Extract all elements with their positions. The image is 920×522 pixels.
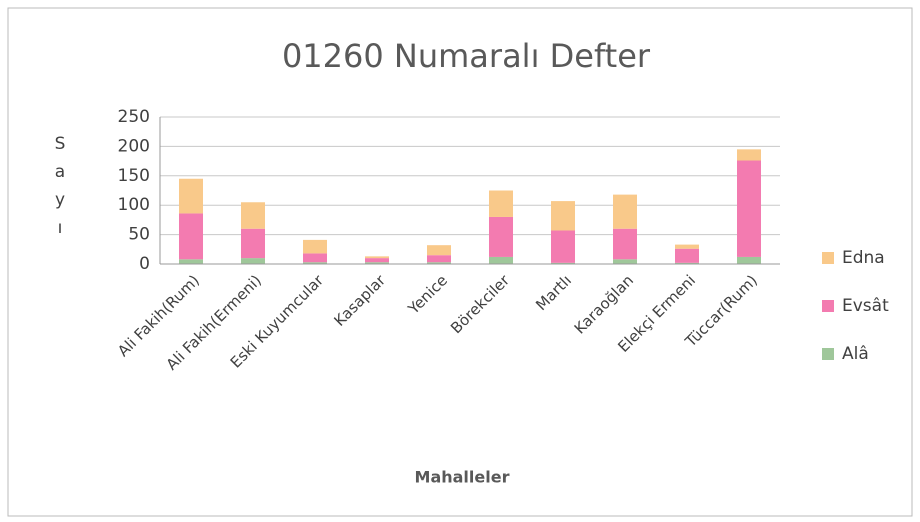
bar-segment <box>551 262 575 264</box>
bar-segment <box>241 202 265 229</box>
y-tick-label: 100 <box>118 195 150 215</box>
chart-title: 01260 Numaralı Defter <box>282 37 651 75</box>
legend-swatch <box>822 348 834 360</box>
bar-segment <box>241 228 265 259</box>
bar-segment <box>179 178 203 214</box>
legend-swatch <box>822 252 834 264</box>
bar-segment <box>489 216 513 257</box>
bar-segment <box>303 239 327 254</box>
x-tick-label: Börekciler <box>447 271 513 337</box>
bar-segment <box>551 230 575 263</box>
y-axis-title: Sayı <box>50 134 70 246</box>
bar-segment <box>365 262 389 264</box>
y-tick-label: 200 <box>118 136 150 156</box>
bar-segment <box>551 201 575 231</box>
bar-segment <box>675 244 699 249</box>
x-tick-label: Martlı <box>532 271 575 314</box>
bar-segment <box>613 194 637 229</box>
bar-segment <box>241 258 265 264</box>
y-tick-label: 150 <box>118 166 150 186</box>
legend-label: Edna <box>842 248 885 268</box>
x-tick-label: Karaoğlan <box>571 271 637 337</box>
legend-label: Alâ <box>842 344 869 364</box>
bar-segment <box>365 258 389 263</box>
bar-segment <box>737 256 761 264</box>
y-tick-label: 0 <box>139 254 150 274</box>
bar-segment <box>613 228 637 260</box>
bar-segment <box>737 149 761 161</box>
bar-segment <box>427 255 451 263</box>
bar-segment <box>179 259 203 264</box>
x-tick-label: Yenice <box>404 271 451 318</box>
bar-segment <box>179 213 203 260</box>
bar-segment <box>303 262 327 264</box>
legend-swatch <box>822 300 834 312</box>
bar-segment <box>303 253 327 263</box>
x-axis-title: Mahalleler <box>415 468 510 487</box>
bar-segment <box>427 262 451 264</box>
y-tick-label: 50 <box>128 225 150 245</box>
bar-segment <box>675 248 699 263</box>
y-tick-label: 250 <box>118 107 150 127</box>
bar-segment <box>737 160 761 257</box>
bar-segment <box>675 262 699 264</box>
bar-segment <box>365 256 389 259</box>
bar-segment <box>489 256 513 264</box>
chart-frame <box>7 7 913 517</box>
bar-segment <box>427 245 451 256</box>
legend-label: Evsât <box>842 296 889 316</box>
x-tick-label: Kasaplar <box>330 271 389 330</box>
bar-segment <box>489 190 513 217</box>
bar-segment <box>613 259 637 264</box>
